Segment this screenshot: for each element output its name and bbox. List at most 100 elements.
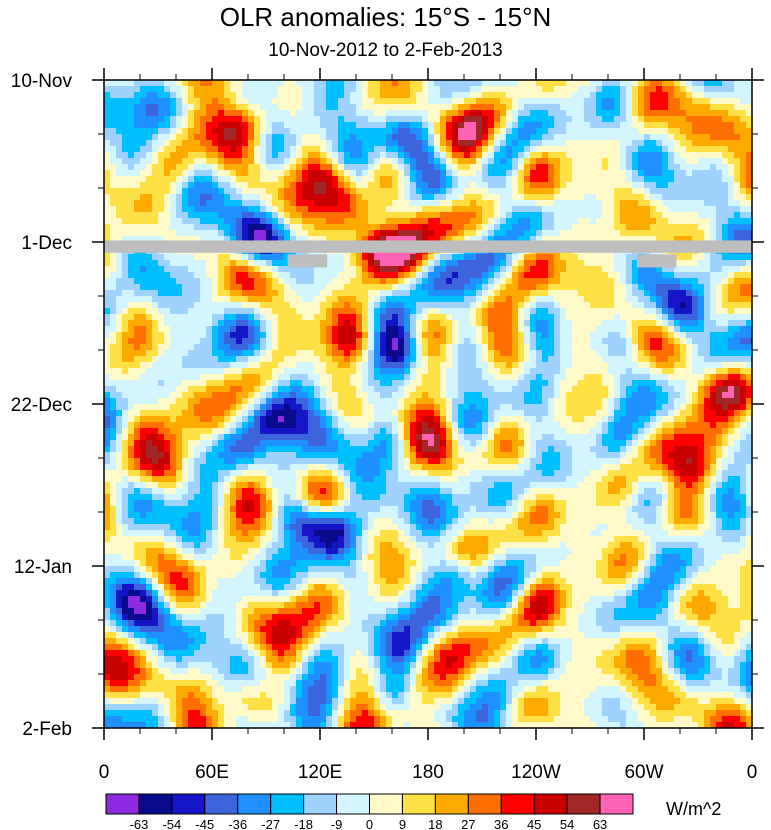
- heatmap-cell: [170, 326, 177, 333]
- heatmap-cell: [128, 170, 135, 177]
- heatmap-cell: [344, 122, 351, 129]
- heatmap-cell: [296, 146, 303, 153]
- heatmap-cell: [260, 254, 267, 261]
- heatmap-cell: [200, 98, 207, 105]
- heatmap-cell: [374, 218, 381, 225]
- heatmap-cell: [632, 290, 639, 297]
- heatmap-cell: [554, 266, 561, 273]
- heatmap-cell: [392, 170, 399, 177]
- heatmap-cell: [266, 272, 273, 279]
- heatmap-cell: [452, 170, 459, 177]
- heatmap-cell: [140, 116, 147, 123]
- heatmap-cell: [494, 176, 501, 183]
- heatmap-cell: [242, 98, 249, 105]
- heatmap-cell: [164, 182, 171, 189]
- heatmap-cell: [218, 194, 225, 201]
- heatmap-cell: [620, 164, 627, 171]
- heatmap-cell: [158, 302, 165, 309]
- heatmap-cell: [320, 272, 327, 279]
- heatmap-cell: [410, 80, 417, 87]
- heatmap-cell: [494, 236, 501, 243]
- heatmap-cell: [428, 320, 435, 327]
- heatmap-cell: [152, 104, 159, 111]
- heatmap-cell: [140, 344, 147, 351]
- heatmap-cell: [284, 230, 291, 237]
- heatmap-cell: [446, 194, 453, 201]
- heatmap-cell: [284, 104, 291, 111]
- heatmap-cell: [134, 236, 141, 243]
- heatmap-cell: [470, 278, 477, 285]
- heatmap-cell: [404, 230, 411, 237]
- heatmap-cell: [722, 86, 729, 93]
- heatmap-cell: [428, 134, 435, 141]
- heatmap-cell: [602, 170, 609, 177]
- heatmap-cell: [584, 302, 591, 309]
- heatmap-cell: [722, 176, 729, 183]
- heatmap-cell: [728, 266, 735, 273]
- heatmap-cell: [434, 314, 441, 321]
- heatmap-cell: [560, 266, 567, 273]
- heatmap-cell: [578, 80, 585, 87]
- heatmap-cell: [170, 338, 177, 345]
- heatmap-cell: [422, 134, 429, 141]
- heatmap-cell: [686, 350, 693, 357]
- heatmap-cell: [362, 134, 369, 141]
- heatmap-cell: [476, 194, 483, 201]
- heatmap-cell: [476, 338, 483, 345]
- heatmap-cell: [746, 320, 752, 327]
- heatmap-cell: [608, 212, 615, 219]
- heatmap-cell: [704, 338, 711, 345]
- heatmap-cell: [254, 356, 261, 363]
- heatmap-cell: [482, 314, 489, 321]
- heatmap-cell: [620, 254, 627, 261]
- heatmap-cell: [734, 200, 741, 207]
- heatmap-cell: [398, 206, 405, 213]
- heatmap-cell: [182, 98, 189, 105]
- heatmap-cell: [128, 200, 135, 207]
- heatmap-cell: [362, 152, 369, 159]
- heatmap-cell: [566, 176, 573, 183]
- heatmap-cell: [398, 128, 405, 135]
- heatmap-cell: [440, 326, 447, 333]
- heatmap-cell: [422, 350, 429, 357]
- heatmap-cell: [290, 230, 297, 237]
- heatmap-cell: [536, 128, 543, 135]
- heatmap-cell: [608, 272, 615, 279]
- heatmap-cell: [632, 230, 639, 237]
- heatmap-cell: [314, 128, 321, 135]
- heatmap-cell: [254, 146, 261, 153]
- heatmap-cell: [734, 266, 741, 273]
- heatmap-cell: [164, 272, 171, 279]
- heatmap-cell: [194, 356, 201, 363]
- heatmap-cell: [560, 170, 567, 177]
- heatmap-cell: [638, 86, 645, 93]
- heatmap-cell: [566, 308, 573, 315]
- heatmap-cell: [398, 110, 405, 117]
- heatmap-cell: [440, 152, 447, 159]
- heatmap-cell: [362, 254, 369, 261]
- heatmap-cell: [380, 104, 387, 111]
- heatmap-cell: [566, 158, 573, 165]
- heatmap-cell: [662, 212, 669, 219]
- heatmap-cell: [134, 254, 141, 261]
- heatmap-cell: [104, 182, 111, 189]
- heatmap-cell: [512, 80, 519, 87]
- heatmap-cell: [344, 302, 351, 309]
- heatmap-cell: [614, 320, 621, 327]
- heatmap-cell: [728, 350, 735, 357]
- heatmap-cell: [146, 182, 153, 189]
- heatmap-cell: [734, 278, 741, 285]
- heatmap-cell: [554, 128, 561, 135]
- heatmap-cell: [470, 176, 477, 183]
- heatmap-cell: [710, 212, 717, 219]
- heatmap-cell: [704, 194, 711, 201]
- heatmap-cell: [596, 350, 603, 357]
- heatmap-cell: [644, 314, 651, 321]
- heatmap-cell: [284, 128, 291, 135]
- heatmap-cell: [362, 236, 369, 243]
- heatmap-cell: [548, 104, 555, 111]
- heatmap-cell: [518, 230, 525, 237]
- heatmap-cell: [320, 266, 327, 273]
- heatmap-cell: [242, 326, 249, 333]
- heatmap-cell: [116, 350, 123, 357]
